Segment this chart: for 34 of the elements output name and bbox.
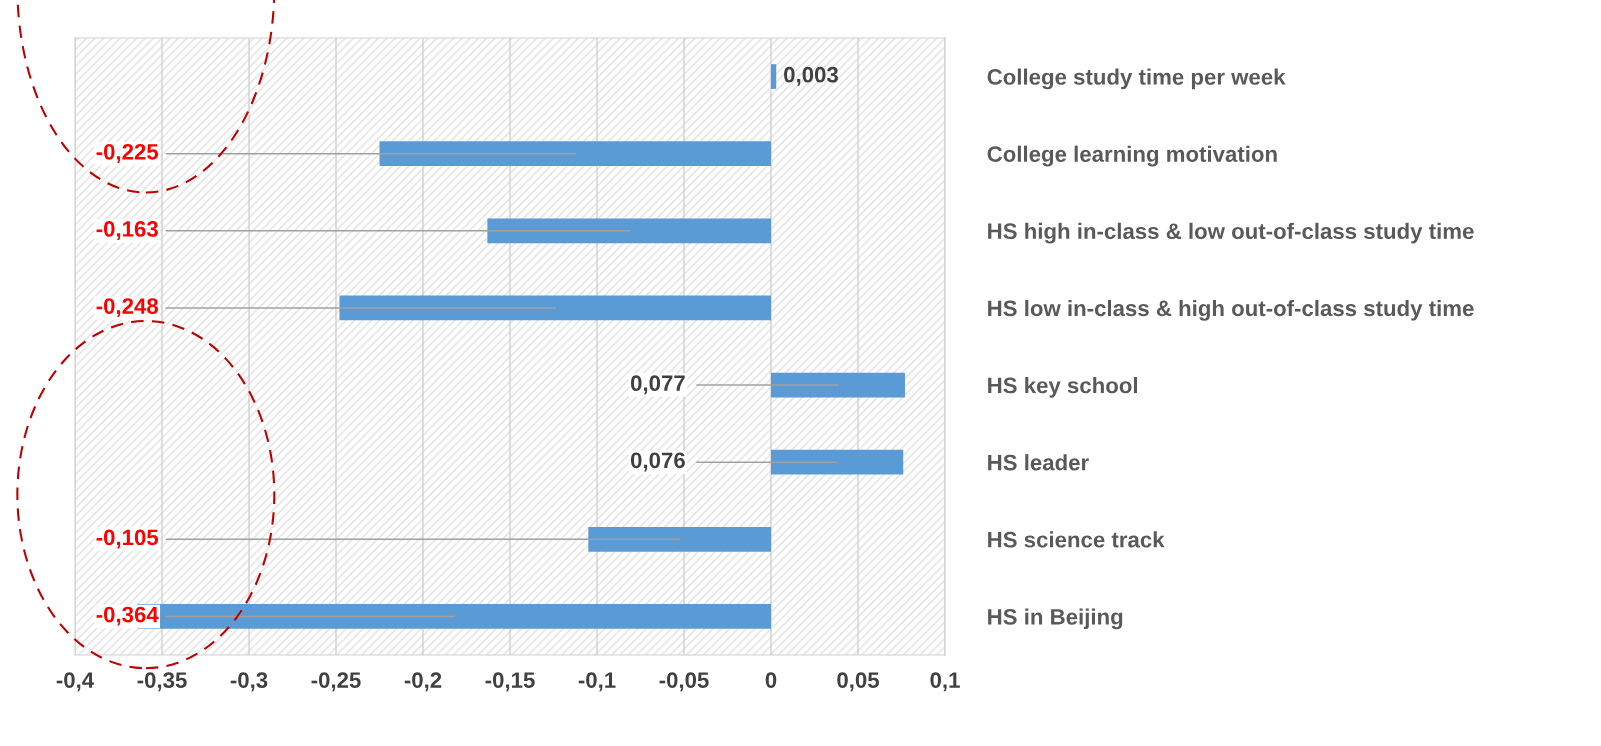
bar	[487, 218, 771, 244]
bar	[339, 295, 771, 321]
y-tick-label: HS low in-class & high out-of-class study time	[988, 299, 1474, 321]
bar	[771, 372, 905, 398]
data-label: -0,248	[96, 298, 159, 318]
data-label: -0,225	[96, 143, 159, 163]
x-tick-label: -0,3	[230, 672, 268, 692]
y-tick-label: College learning motivation	[987, 145, 1277, 167]
y-tick-label: HS key school	[988, 377, 1137, 398]
x-tick-label: -0,05	[659, 672, 709, 692]
y-tick-label: HS high in-class & low out-of-class study time	[988, 222, 1474, 244]
x-tick-label: -0,25	[311, 672, 361, 692]
y-tick-label: College study time per week	[987, 68, 1286, 90]
bar	[771, 449, 904, 475]
x-tick-label: -0,4	[56, 672, 95, 692]
x-tick-label: -0,15	[485, 672, 535, 692]
bar	[588, 526, 771, 552]
x-tick-label: 0,05	[837, 672, 880, 692]
x-tick-label: -0,1	[578, 672, 616, 692]
data-label: 0,076	[630, 452, 685, 472]
bar	[379, 141, 771, 167]
y-tick-label: HS leader	[988, 454, 1089, 471]
x-tick-label: -0,2	[404, 672, 442, 692]
bar	[771, 64, 777, 89]
x-tick-label: 0	[765, 672, 777, 688]
x-tick-label: 0,1	[930, 672, 960, 692]
data-label: 0,077	[630, 375, 685, 395]
x-tick-label: -0,35	[137, 672, 187, 692]
data-label: -0,364	[96, 606, 159, 626]
data-label: 0,003	[784, 66, 838, 86]
y-tick-label: HS science track	[988, 531, 1165, 548]
y-tick-label: HS in Beijing	[988, 608, 1123, 630]
data-label: -0,163	[96, 221, 158, 240]
data-label: -0,105	[96, 529, 159, 549]
